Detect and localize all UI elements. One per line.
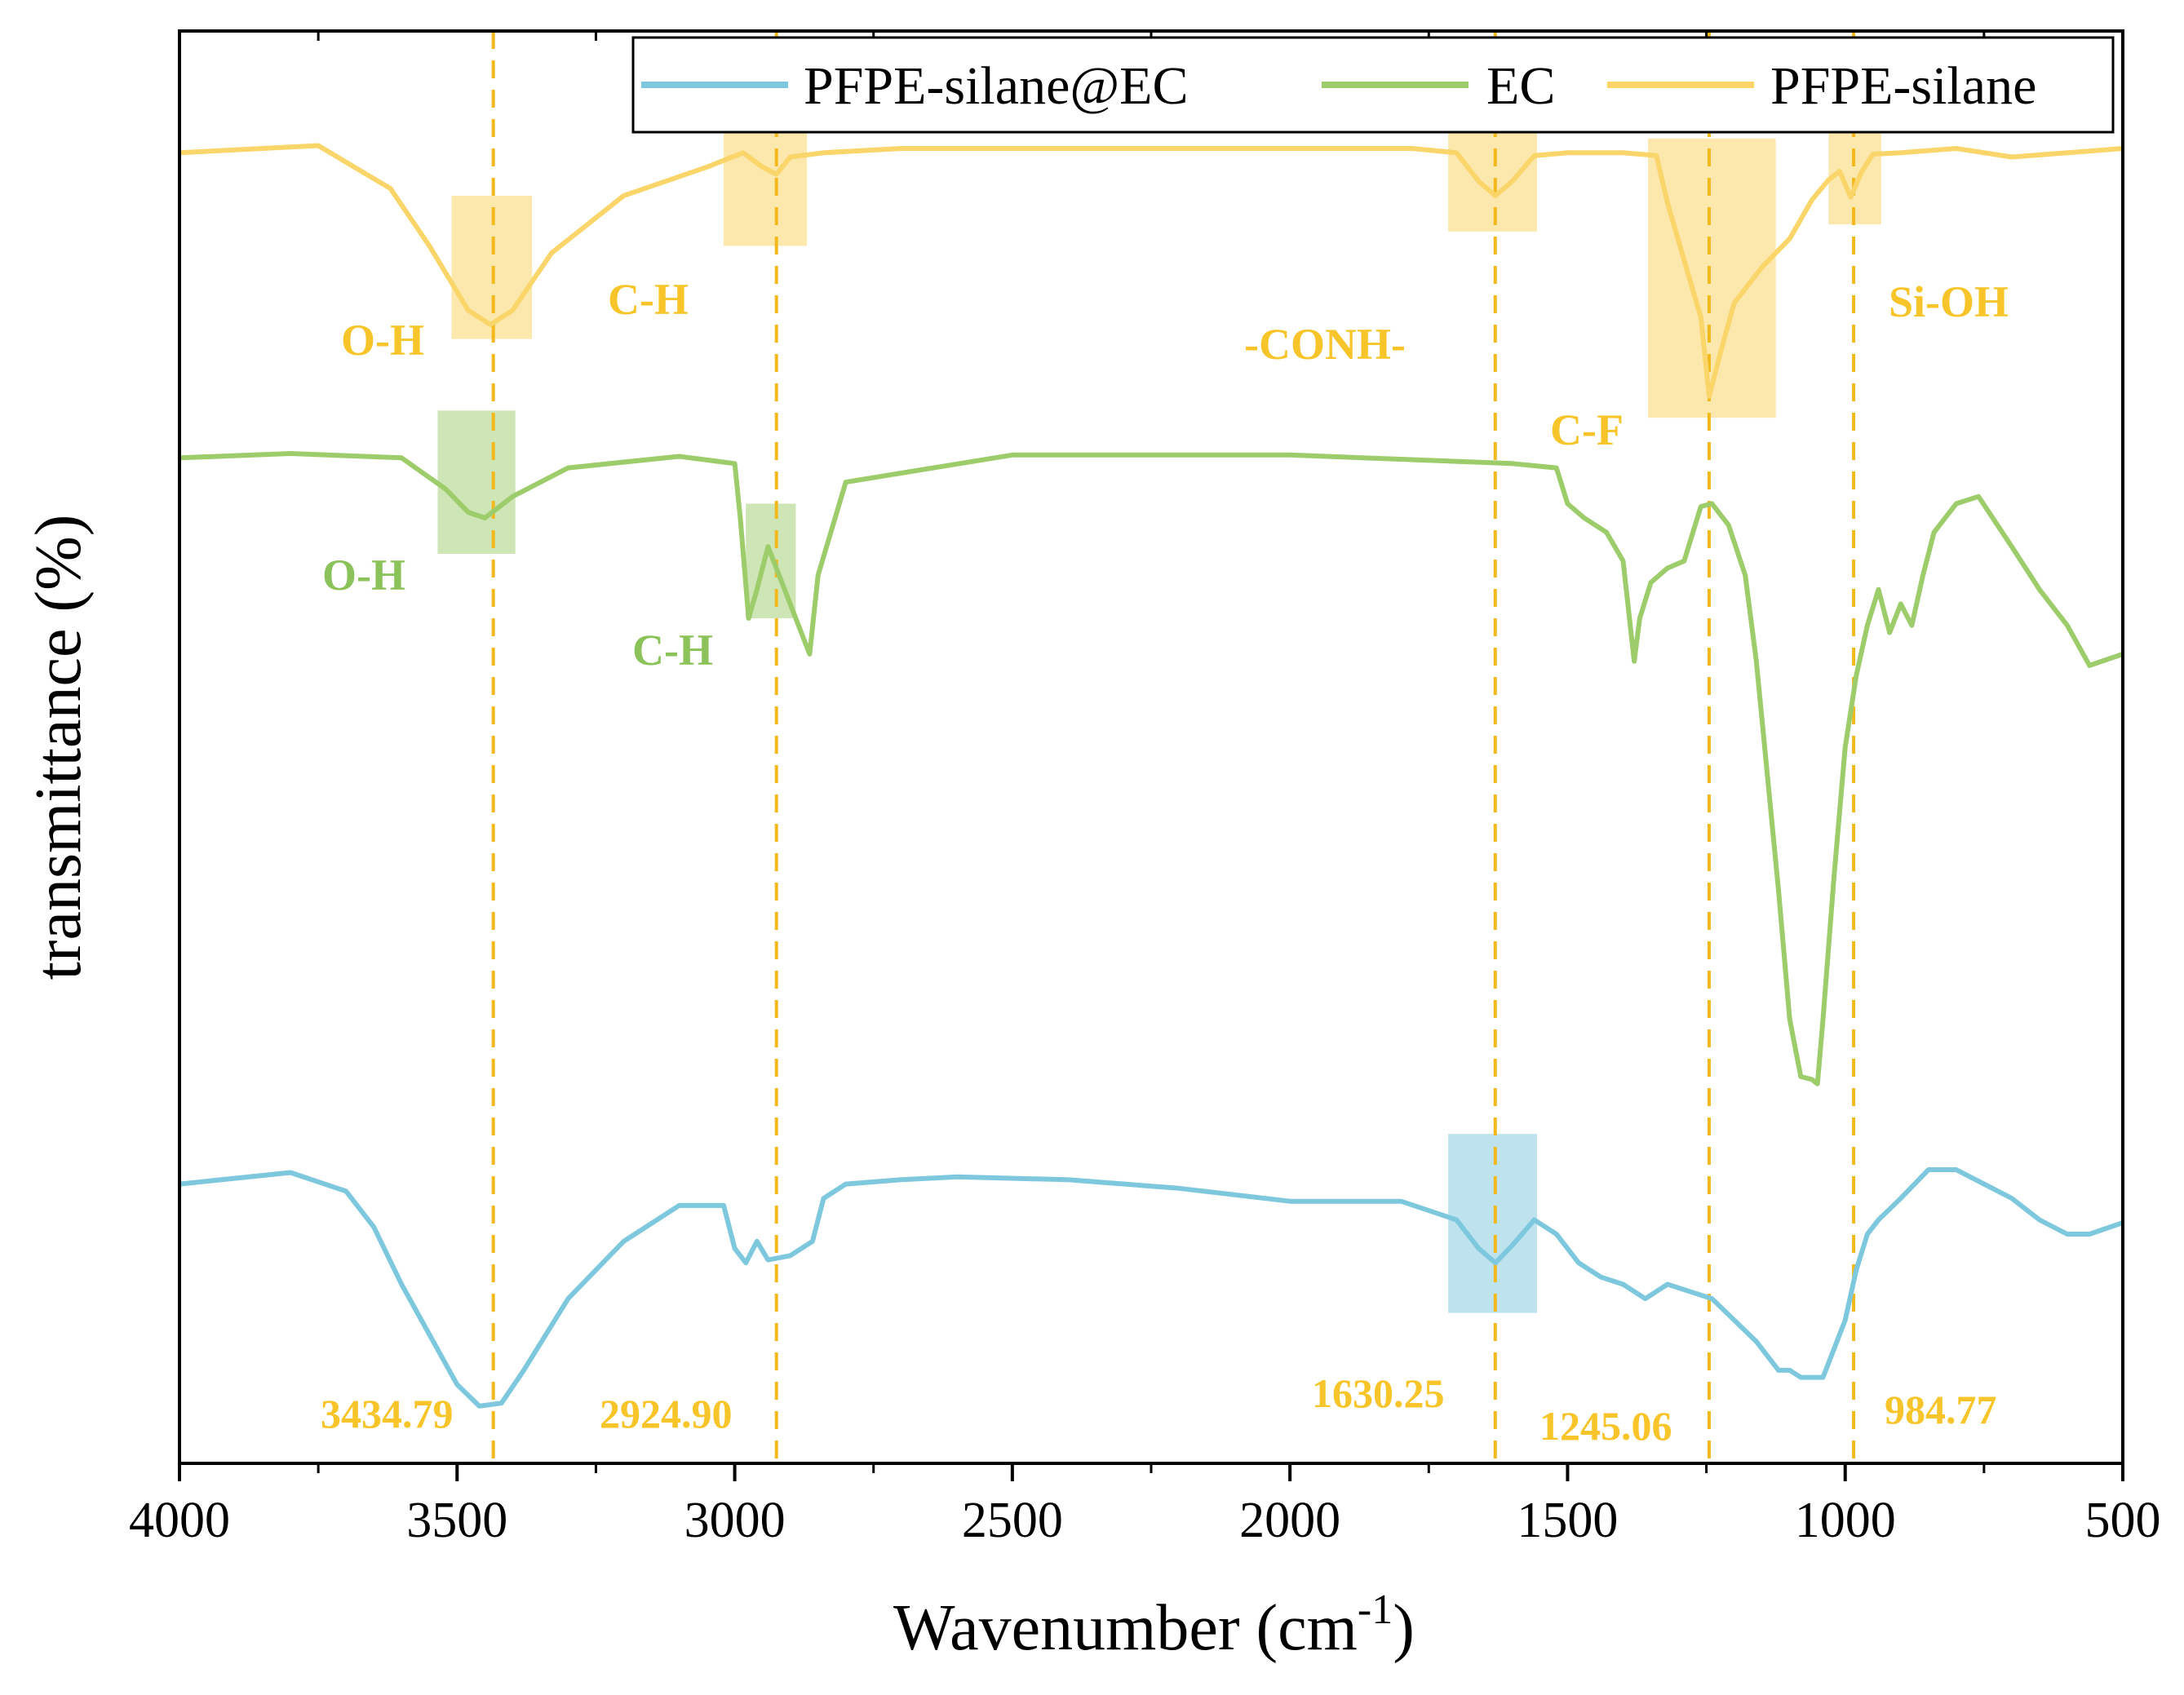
x-axis-title-superscript: -1: [1358, 1587, 1393, 1633]
legend-label-pfpe-silane: PFPE-silane: [1770, 56, 2036, 116]
x-tick-label: 4000: [129, 1493, 230, 1548]
peak-label-984: 984.77: [1885, 1387, 1997, 1432]
x-tick-label: 1000: [1795, 1493, 1896, 1548]
band-label-ec-ch: C-H: [632, 626, 713, 675]
peak-label-3434: 3434.79: [321, 1391, 454, 1436]
series-line-pfpe-silane-at-ec: [179, 1167, 2124, 1409]
peak-label-1245: 1245.06: [1539, 1403, 1672, 1449]
x-tick-label: 2500: [962, 1493, 1063, 1548]
series-line-ec: [179, 451, 2124, 1086]
band-label-pfpe-ch: C-H: [608, 275, 689, 324]
x-tick-label: 1500: [1517, 1493, 1618, 1548]
band-label-cf: C-F: [1550, 405, 1624, 454]
x-tick-label: 3000: [684, 1493, 786, 1548]
highlight-boxes: [437, 52, 1881, 1313]
band-label-ec-oh: O-H: [322, 551, 405, 600]
x-axis-title-close: ): [1393, 1592, 1415, 1664]
band-label-sioh: Si-OH: [1889, 277, 2009, 326]
band-label-pfpe-oh: O-H: [341, 316, 424, 365]
box-ec-oh: [437, 410, 516, 554]
series-line-pfpe-silane: [179, 143, 2124, 399]
plot-frame: [178, 29, 2124, 1465]
legend-label-ec: EC: [1486, 56, 1555, 116]
x-tick-label: 2000: [1239, 1493, 1340, 1548]
legend-label-pfpe-silane-at-ec: PFPE-silane@EC: [804, 56, 1188, 116]
x-axis-ticks: 4000 3500 3000 2500 2000 1500 1000 500: [129, 31, 2161, 1548]
y-axis-title: transmittance (%): [23, 515, 95, 980]
peak-label-2924: 2924.90: [600, 1391, 733, 1436]
legend: PFPE-silane@EC EC PFPE-silane: [631, 36, 2115, 134]
peak-labels: 3434.79 2924.90 1630.25 1245.06 984.77: [321, 1370, 1997, 1449]
peak-guide-lines: [491, 31, 1856, 1463]
peak-label-1630: 1630.25: [1312, 1370, 1445, 1416]
x-axis-title: Wavenumber (cm-1): [893, 1587, 1415, 1664]
spectra-lines: [179, 143, 2124, 1409]
box-composite-conh: [1448, 1134, 1537, 1313]
band-labels: O-H C-H -CONH- C-F Si-OH O-H C-H: [322, 275, 2009, 675]
x-tick-label: 500: [2085, 1493, 2161, 1548]
x-axis-title-main: Wavenumber (cm: [893, 1592, 1358, 1664]
x-tick-label: 3500: [406, 1493, 507, 1548]
band-label-conh: -CONH-: [1244, 320, 1406, 369]
